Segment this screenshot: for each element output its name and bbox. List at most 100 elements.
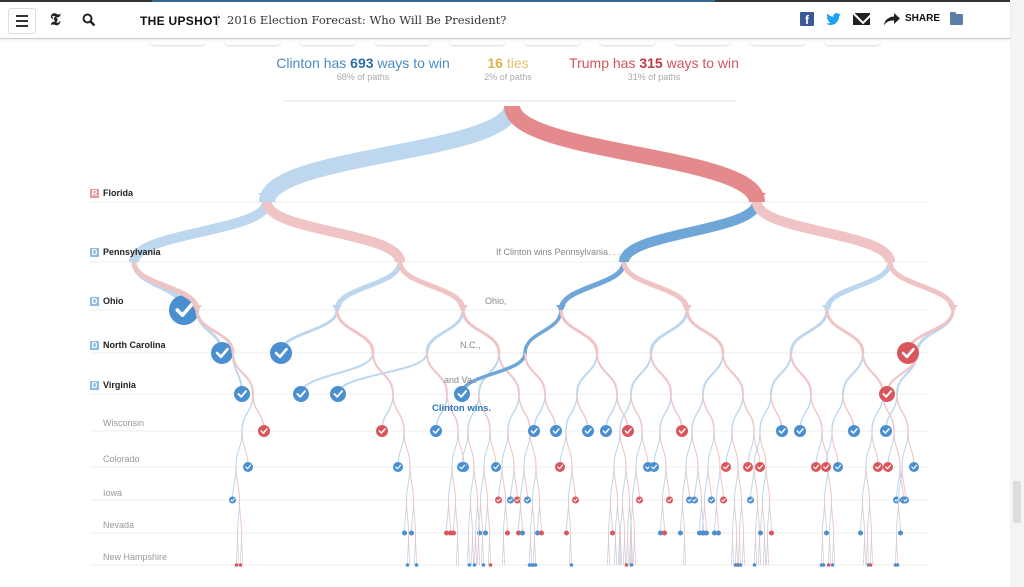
branch-CTTCTTT <box>457 430 465 468</box>
scrollbar-thumb[interactable] <box>1013 481 1021 523</box>
branch-CTTT <box>461 309 501 354</box>
branch-arrow <box>822 305 832 312</box>
decided-node-clinton <box>524 496 531 504</box>
share-icon[interactable] <box>883 12 901 26</box>
branch-TCTTTCTCTT <box>736 532 738 566</box>
decided-node-clinton <box>880 425 892 437</box>
clinton-pct: 68% of paths <box>336 72 390 82</box>
branch-TTCTTTTT <box>899 466 904 501</box>
branch-CTTTTTCT <box>523 466 528 501</box>
decided-node-clinton <box>582 425 594 437</box>
decided-node-trump <box>676 425 688 437</box>
decided-node-clinton <box>678 530 683 536</box>
check-icon <box>552 428 560 434</box>
decided-node-clinton <box>535 530 540 536</box>
state-label-florida: R Florida <box>90 188 133 198</box>
decided-node-trump <box>743 462 753 472</box>
reading-progress <box>152 0 715 2</box>
search-icon[interactable] <box>82 13 96 27</box>
branch-TCTCCTCC <box>632 466 637 501</box>
decided-node-clinton <box>716 530 721 536</box>
branch-TTCCTTTTTT <box>833 532 835 566</box>
branch-TTTCCT <box>896 393 909 432</box>
branch-arrow <box>619 257 629 264</box>
branch-CTTTCTCCT <box>480 499 483 534</box>
branch-CCTTTCT <box>241 430 249 468</box>
branch-TTCCTTTCCT <box>822 532 824 566</box>
branch-CTTTCTCT <box>483 466 488 501</box>
branch-CTTTTCTT <box>513 466 518 501</box>
branch-CCTTT <box>232 352 254 395</box>
branch-TCCTCC <box>565 393 578 432</box>
decided-node-clinton <box>902 496 909 504</box>
check-icon <box>237 390 247 398</box>
branch-TTCCTT <box>810 393 823 432</box>
branch-TCTTCTCCT <box>704 499 707 534</box>
decided-node-trump <box>514 496 521 504</box>
branch-TCTTTCTT <box>737 466 742 501</box>
decided-node-trump <box>720 496 727 504</box>
section-name[interactable]: THE UPSHOT <box>140 14 221 28</box>
decided-node-clinton <box>528 425 540 437</box>
facebook-icon[interactable]: f <box>800 12 814 27</box>
decided-node-clinton <box>330 386 346 402</box>
branch-CTCTTTTTTT <box>415 532 417 566</box>
branch-TCTCCCCT <box>613 466 618 501</box>
branch-TCT <box>621 261 690 311</box>
check-icon <box>778 428 786 434</box>
branch-CCTTTCC <box>235 430 243 468</box>
email-icon[interactable] <box>853 13 870 25</box>
decided-node-clinton <box>830 563 835 567</box>
check-icon <box>496 498 501 502</box>
decided-node-trump <box>564 530 569 536</box>
decided-node-clinton <box>686 496 693 504</box>
scrollbar[interactable] <box>1010 0 1024 587</box>
branch-TCCTCCTC <box>568 466 573 501</box>
decided-node-clinton <box>569 563 574 567</box>
branch-TTCCCCCTT <box>757 499 760 534</box>
branch-TCCTCCTCTT <box>570 532 572 566</box>
state-name: Nevada <box>103 520 135 530</box>
decided-node-clinton <box>229 496 236 504</box>
branch-TCTTT <box>722 352 744 395</box>
menu-button[interactable] <box>8 8 36 34</box>
check-icon <box>624 428 632 434</box>
nyt-logo[interactable]: 𝕿 <box>50 10 61 30</box>
branch-TTCTCCC <box>825 430 833 468</box>
branch-CTCTTTC <box>397 430 405 468</box>
branch-TTTC <box>915 309 955 354</box>
branch-CTTTCCTCCT <box>468 532 470 566</box>
share-button[interactable]: SHARE <box>905 13 941 24</box>
branch-TCTTCTTC <box>716 466 721 501</box>
branch-TCTCCCTCT <box>622 499 625 534</box>
branch-CTCTTTTCT <box>406 499 409 534</box>
branch-CTTTCTCCCT <box>478 532 480 566</box>
branch-CTTTCTCTT <box>487 499 490 534</box>
decided-node-clinton <box>776 425 788 437</box>
branch-arrow <box>192 305 202 312</box>
decided-node-trump <box>516 530 521 536</box>
branch-TCTCCCTT <box>625 466 630 501</box>
branch-TTTCCTCCCT <box>896 532 898 566</box>
branch-CTCTTTTC <box>406 466 411 501</box>
branch-TTCCCCTC <box>762 466 767 501</box>
decided-node-trump <box>755 462 765 472</box>
trump-suffix: ways to win <box>662 55 739 71</box>
branch-TCC <box>558 261 627 311</box>
twitter-icon[interactable] <box>826 12 842 26</box>
check-icon <box>723 464 730 470</box>
branch-TCTC <box>649 309 689 354</box>
check-icon <box>215 347 229 359</box>
branch-CCTTTCCC <box>232 466 237 501</box>
divider <box>217 14 218 27</box>
branch-TCTCCCCCCT <box>608 532 610 566</box>
decided-node-trump <box>451 530 456 536</box>
branch-CTTTTCCT <box>501 466 506 501</box>
branch-CTTTCCC <box>461 430 469 468</box>
branch-TTCTTCCCT <box>862 499 865 534</box>
state-label-virginia: D Virginia <box>90 380 136 390</box>
decided-node-clinton <box>758 530 763 536</box>
folder-icon[interactable] <box>950 12 963 25</box>
clinton-summary: Clinton has 693 ways to win 68% of paths <box>272 55 454 82</box>
check-icon <box>230 498 235 502</box>
